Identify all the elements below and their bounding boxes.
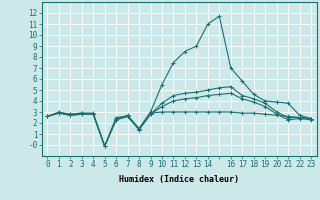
X-axis label: Humidex (Indice chaleur): Humidex (Indice chaleur)	[119, 175, 239, 184]
